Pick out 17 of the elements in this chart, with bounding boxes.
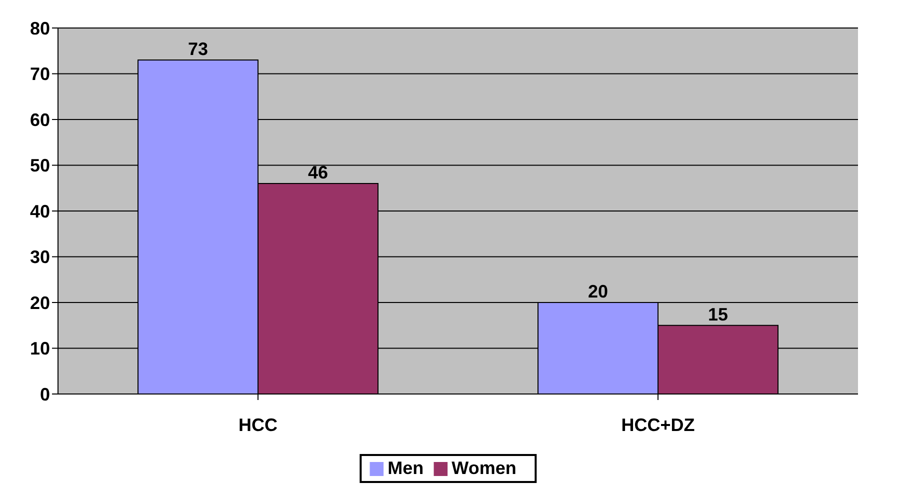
data-label: 73: [188, 39, 208, 60]
legend-label: Women: [452, 458, 516, 478]
x-tick-label: HCC: [238, 414, 278, 435]
data-label: 46: [308, 162, 328, 183]
legend-label: Men: [388, 458, 424, 478]
y-tick-label: 70: [30, 64, 50, 84]
y-tick-label: 60: [30, 110, 50, 130]
y-tick-label: 80: [30, 18, 50, 38]
y-tick-label: 30: [30, 247, 50, 268]
y-tick-label: 50: [30, 156, 50, 176]
y-tick-label: 0: [40, 384, 50, 404]
y-tick-label: 20: [30, 292, 50, 313]
y-tick-label: 40: [30, 201, 50, 222]
data-label: 15: [708, 304, 728, 324]
x-tick-label: HCC+DZ: [621, 414, 695, 435]
y-tick-label: 10: [30, 338, 50, 359]
data-label: 20: [588, 282, 608, 302]
